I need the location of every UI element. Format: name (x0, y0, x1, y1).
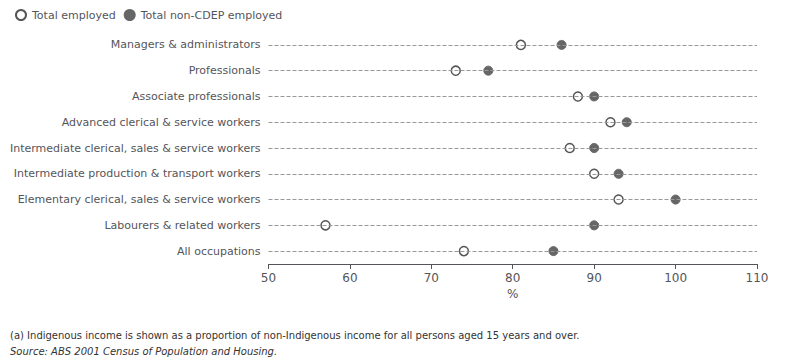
svg-text:Associate professionals: Associate professionals (132, 90, 261, 103)
svg-text:All occupations: All occupations (177, 245, 261, 258)
svg-text:80: 80 (505, 271, 520, 285)
svg-text:Intermediate production & tran: Intermediate production & transport work… (14, 167, 261, 180)
svg-text:110: 110 (746, 271, 769, 285)
svg-text:90: 90 (587, 271, 602, 285)
svg-text:70: 70 (424, 271, 439, 285)
svg-text:Total non-CDEP employed: Total non-CDEP employed (140, 9, 283, 22)
svg-text:Professionals: Professionals (189, 64, 261, 77)
svg-text:Total employed: Total employed (31, 9, 116, 22)
svg-text:100: 100 (664, 271, 687, 285)
svg-text:Elementary clerical, sales & s: Elementary clerical, sales & service wor… (18, 193, 261, 206)
svg-text:(a) Indigenous income is shown: (a) Indigenous income is shown as a prop… (10, 330, 580, 341)
svg-text:%: % (507, 287, 518, 301)
svg-text:60: 60 (342, 271, 357, 285)
svg-text:Managers & administrators: Managers & administrators (111, 38, 261, 51)
svg-text:Labourers & related workers: Labourers & related workers (104, 219, 260, 232)
svg-text:50: 50 (261, 271, 276, 285)
svg-text:Intermediate clerical, sales &: Intermediate clerical, sales & service w… (10, 142, 261, 155)
svg-text:Source: ABS 2001 Census of Pop: Source: ABS 2001 Census of Population an… (10, 346, 277, 357)
svg-text:Advanced clerical & service wo: Advanced clerical & service workers (62, 116, 261, 129)
